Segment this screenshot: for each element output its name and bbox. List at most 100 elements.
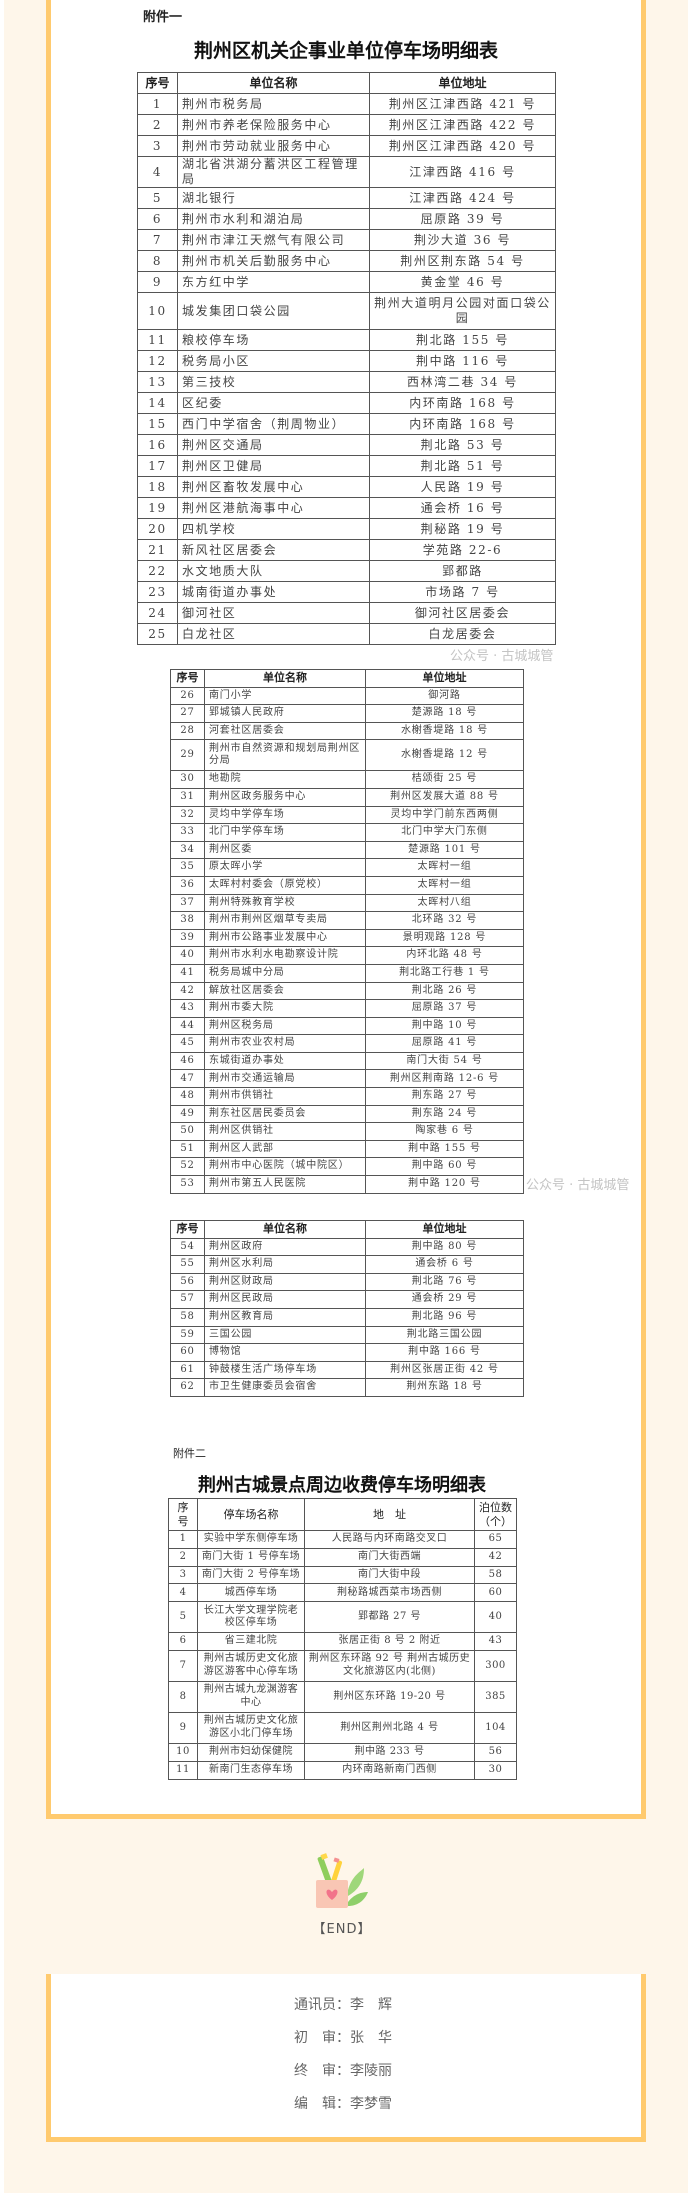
- row-number: 16: [137, 434, 178, 456]
- space-count: 30: [474, 1760, 517, 1780]
- row-number: 26: [170, 686, 205, 706]
- table-row: 2 南门大街 1 号停车场 南门大街西端 42: [168, 1547, 517, 1567]
- table-row: 19 荆州区港航海事中心 通会桥 16 号: [137, 497, 556, 519]
- table-row: 36 太晖村村委会（原党校） 太晖村一组: [170, 875, 524, 895]
- unit-address: 荆中路 166 号: [365, 1343, 524, 1362]
- unit-address: 陶家巷 6 号: [365, 1122, 524, 1141]
- row-number: 39: [170, 928, 205, 948]
- row-number: 54: [170, 1237, 205, 1257]
- table-row: 61 钟鼓楼生活广场停车场 荆州区张居正街 42 号: [170, 1360, 524, 1380]
- table-row: 55 荆州区水利局 通会桥 6 号: [170, 1255, 524, 1274]
- table-row: 13 第三技校 西林湾二巷 34 号: [137, 371, 556, 393]
- unit-name: 荆州市劳动就业服务中心: [177, 135, 370, 157]
- table-row: 27 郢城镇人民政府 楚源路 18 号: [170, 704, 524, 723]
- credit-first-review: 初 审：张 华: [294, 2030, 392, 2046]
- unit-address: 荆中路 155 号: [365, 1139, 524, 1159]
- unit-address: 荆州区东环路 92 号 荆州古城历史文化旅游区内(北侧): [304, 1649, 475, 1682]
- row-number: 2: [168, 1547, 198, 1567]
- table-row: 62 市卫生健康委员会宿舍 荆州东路 18 号: [170, 1378, 524, 1397]
- row-number: 43: [170, 999, 205, 1018]
- unit-address: 景明观路 128 号: [365, 928, 524, 948]
- unit-name: 城南街道办事处: [177, 581, 370, 603]
- row-number: 61: [170, 1360, 205, 1380]
- table-row: 33 北门中学停车场 北门中学大门东侧: [170, 823, 524, 842]
- unit-name: 荆州古城历史文化旅游区小北门停车场: [197, 1711, 305, 1744]
- table-row: 3 荆州市劳动就业服务中心 荆州区江津西路 420 号: [137, 135, 556, 157]
- table-row: 8 荆州市机关后勤服务中心 荆州区荆东路 54 号: [137, 250, 556, 272]
- space-count: 60: [474, 1583, 517, 1603]
- unit-name: 城西停车场: [197, 1583, 305, 1603]
- unit-name: 省三建北院: [197, 1632, 305, 1651]
- table-row: 10 荆州市妇幼保健院 荆中路 233 号 56: [168, 1742, 517, 1762]
- table-row: 48 荆州市供销社 荆东路 27 号: [170, 1087, 524, 1106]
- row-number: 60: [170, 1343, 205, 1362]
- row-number: 8: [137, 250, 178, 272]
- annex1-label: 附件一: [143, 10, 183, 25]
- unit-address: 人民路与内环南路交叉口: [304, 1530, 475, 1549]
- unit-name: 荆州区财政局: [204, 1272, 366, 1292]
- unit-name: 荆东社区居民委员会: [204, 1104, 366, 1124]
- table-row: 11 新南门生态停车场 内环南路新南门西侧 30: [168, 1760, 517, 1780]
- row-number: 40: [170, 946, 205, 965]
- table-row: 58 荆州区教育局 荆北路 96 号: [170, 1307, 524, 1327]
- watermark: 公众号 · 古城城管: [450, 649, 554, 664]
- unit-name: 荆州市机关后勤服务中心: [177, 250, 370, 272]
- row-number: 47: [170, 1069, 205, 1089]
- row-number: 37: [170, 893, 205, 913]
- row-number: 13: [137, 371, 178, 393]
- row-number: 23: [137, 581, 178, 603]
- unit-address: 荆中路 60 号: [365, 1157, 524, 1177]
- row-number: 28: [170, 721, 205, 741]
- row-number: 4: [137, 156, 178, 188]
- row-number: 19: [137, 497, 178, 519]
- unit-name: 荆州区政务服务中心: [204, 787, 366, 807]
- unit-address: 太晖村一组: [365, 858, 524, 877]
- unit-name: 解放社区居委会: [204, 981, 366, 1001]
- unit-name: 荆州区民政局: [204, 1290, 366, 1309]
- row-number: 29: [170, 739, 205, 772]
- space-count: 43: [474, 1632, 517, 1651]
- unit-address: 荆州区荆州北路 4 号: [304, 1711, 475, 1744]
- unit-address: 荆北路三国公园: [365, 1325, 524, 1345]
- row-number: 14: [137, 392, 178, 414]
- unit-address: 太晖村八组: [365, 893, 524, 913]
- parking-table-part3: 序号 单位名称 单位地址 54 荆州区政府 荆中路 80 号 55 荆州区水利局 通会桥 6 号…: [170, 1220, 524, 1397]
- row-number: 21: [137, 539, 178, 561]
- unit-address: 荆中路 10 号: [365, 1016, 524, 1036]
- row-number: 35: [170, 858, 205, 877]
- unit-address: 郢都路 27 号: [304, 1601, 475, 1634]
- unit-name: 荆州区政府: [204, 1237, 366, 1257]
- unit-address: 学苑路 22-6: [369, 539, 556, 561]
- row-number: 6: [168, 1632, 198, 1651]
- unit-name: 新南门生态停车场: [197, 1760, 305, 1780]
- unit-address: 北环路 32 号: [365, 911, 524, 930]
- watermark: 公众号 · 古城城管: [526, 1178, 630, 1193]
- unit-name: 荆州区教育局: [204, 1307, 366, 1327]
- row-number: 33: [170, 823, 205, 842]
- unit-address: 水榭香堤路 18 号: [365, 721, 524, 741]
- row-number: 20: [137, 518, 178, 540]
- unit-name: 白龙社区: [177, 623, 370, 645]
- parking-table-part1: 序号 单位名称 单位地址 1 荆州市税务局 荆州区江津西路 421 号 2 荆州市养老保险服务…: [137, 72, 556, 645]
- space-count: 56: [474, 1742, 517, 1762]
- unit-name: 荆州市水利和湖泊局: [177, 208, 370, 230]
- annex2-title: 荆州古城景点周边收费停车场明细表: [198, 1475, 486, 1496]
- table-row: 57 荆州区民政局 通会桥 29 号: [170, 1290, 524, 1309]
- unit-address: 荆州区荆南路 12-6 号: [365, 1069, 524, 1089]
- table-row: 16 荆州区交通局 荆北路 53 号: [137, 434, 556, 456]
- table-row: 32 灵均中学停车场 灵均中学门前东西两侧: [170, 805, 524, 825]
- unit-name: 城发集团口袋公园: [177, 292, 370, 330]
- row-number: 1: [168, 1530, 198, 1549]
- table-row: 49 荆东社区居民委员会 荆东路 24 号: [170, 1104, 524, 1124]
- table-row: 43 荆州市委大院 屈原路 37 号: [170, 999, 524, 1018]
- unit-name: 第三技校: [177, 371, 370, 393]
- unit-address: 西林湾二巷 34 号: [369, 371, 556, 393]
- unit-address: 水榭香堤路 12 号: [365, 739, 524, 772]
- row-number: 27: [170, 704, 205, 723]
- unit-name: 荆州古城历史文化旅游区游客中心停车场: [197, 1649, 305, 1682]
- column-header: 序号: [137, 72, 178, 94]
- unit-name: 粮校停车场: [177, 329, 370, 351]
- column-header: 序号: [170, 1220, 205, 1239]
- unit-name: 荆州区畜牧发展中心: [177, 476, 370, 498]
- row-number: 5: [137, 187, 178, 209]
